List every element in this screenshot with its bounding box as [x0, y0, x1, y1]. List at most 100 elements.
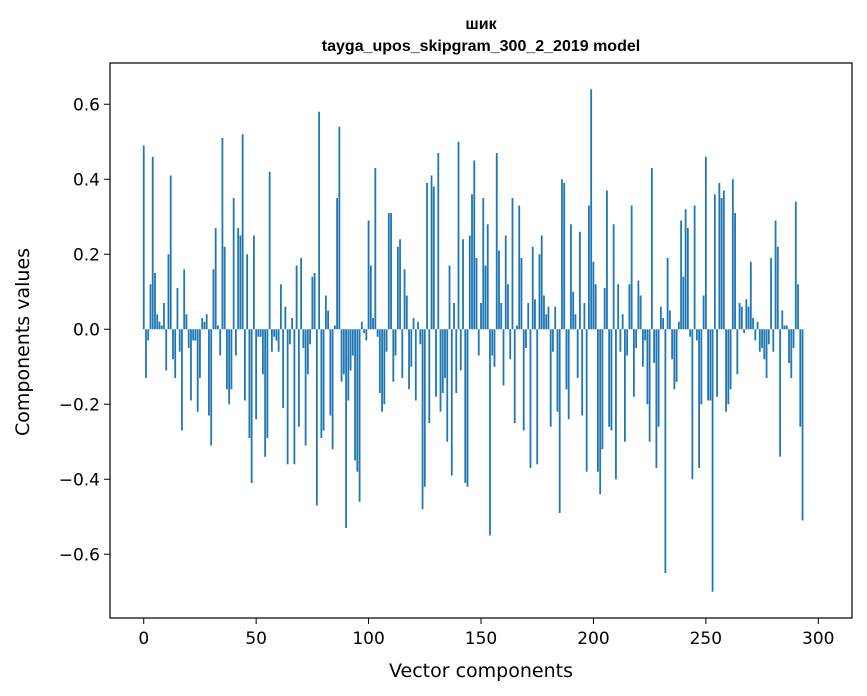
bar: [626, 329, 629, 356]
bar: [495, 153, 498, 330]
bar: [156, 314, 159, 330]
bar: [250, 329, 253, 483]
bar: [797, 284, 799, 330]
bar: [776, 246, 779, 330]
bar: [201, 318, 204, 330]
bar: [333, 325, 336, 330]
bar: [304, 329, 307, 446]
bar: [286, 329, 289, 465]
bar: [360, 321, 363, 330]
bar: [432, 186, 435, 330]
bar: [311, 276, 314, 330]
bar: [704, 156, 707, 330]
bar: [297, 329, 300, 427]
bar: [349, 329, 352, 371]
x-tick-label: 0: [138, 629, 149, 649]
y-tick-label: −0.4: [59, 470, 100, 490]
bar: [581, 329, 584, 416]
bar: [259, 329, 262, 337]
bar: [226, 329, 228, 390]
bar: [545, 314, 548, 330]
bar: [493, 329, 496, 367]
bar: [462, 239, 464, 330]
bar: [354, 329, 356, 461]
bar: [572, 291, 575, 330]
bar: [752, 318, 754, 330]
bar: [684, 209, 687, 330]
bar: [147, 329, 150, 341]
bar: [792, 329, 795, 348]
bar: [372, 318, 374, 330]
bar: [365, 329, 368, 341]
bar: [662, 318, 665, 330]
bar: [722, 190, 725, 330]
bar: [668, 310, 671, 330]
bar: [686, 228, 689, 330]
bar: [192, 329, 195, 341]
bar: [592, 261, 595, 330]
bar: [644, 329, 647, 341]
bar: [781, 310, 784, 330]
bar: [617, 284, 620, 330]
x-tick-label: 50: [245, 629, 267, 649]
bar: [383, 329, 386, 405]
bar: [320, 329, 323, 438]
x-tick-label: 200: [577, 629, 609, 649]
bar: [682, 276, 685, 330]
bar: [504, 235, 507, 330]
bar: [610, 329, 613, 431]
y-tick-label: −0.2: [59, 395, 100, 415]
bar: [435, 329, 437, 397]
bar: [489, 329, 491, 536]
bar: [635, 329, 638, 348]
bar: [392, 329, 395, 382]
bar: [459, 329, 462, 371]
bar: [351, 329, 354, 356]
bar: [534, 299, 536, 330]
bar: [475, 258, 478, 330]
y-axis-label: Components values: [12, 248, 34, 436]
x-tick-label: 150: [465, 629, 497, 649]
bar: [158, 321, 161, 330]
bar: [376, 329, 379, 337]
bar: [664, 329, 667, 573]
bar: [579, 231, 581, 330]
bar: [648, 329, 651, 442]
bar: [756, 321, 759, 330]
bar: [482, 198, 485, 330]
bar: [565, 329, 568, 390]
bar: [788, 329, 790, 363]
bar: [248, 329, 251, 438]
bar: [453, 303, 455, 330]
bar: [318, 111, 321, 330]
bar: [509, 329, 512, 360]
bar: [646, 329, 649, 405]
bar: [340, 329, 343, 382]
bar: [731, 179, 734, 330]
bar: [779, 329, 781, 457]
bar: [309, 329, 312, 345]
bar: [673, 329, 676, 390]
bar: [765, 329, 768, 378]
bar: [785, 325, 788, 330]
bar: [561, 179, 563, 330]
bar: [552, 329, 554, 352]
bar: [801, 329, 804, 521]
bar: [232, 198, 235, 330]
bar: [689, 329, 692, 337]
bar: [727, 329, 730, 405]
bar: [421, 329, 424, 510]
bar: [783, 325, 786, 330]
bar: [536, 329, 539, 465]
bar: [145, 329, 147, 378]
bar: [268, 171, 271, 330]
bars-group: [142, 89, 804, 592]
bar: [219, 329, 222, 356]
bar: [473, 160, 476, 330]
bar: [169, 175, 172, 330]
bar: [324, 295, 327, 330]
bar: [513, 329, 516, 423]
bar: [480, 303, 482, 330]
bar: [363, 329, 365, 333]
bar: [725, 329, 727, 412]
